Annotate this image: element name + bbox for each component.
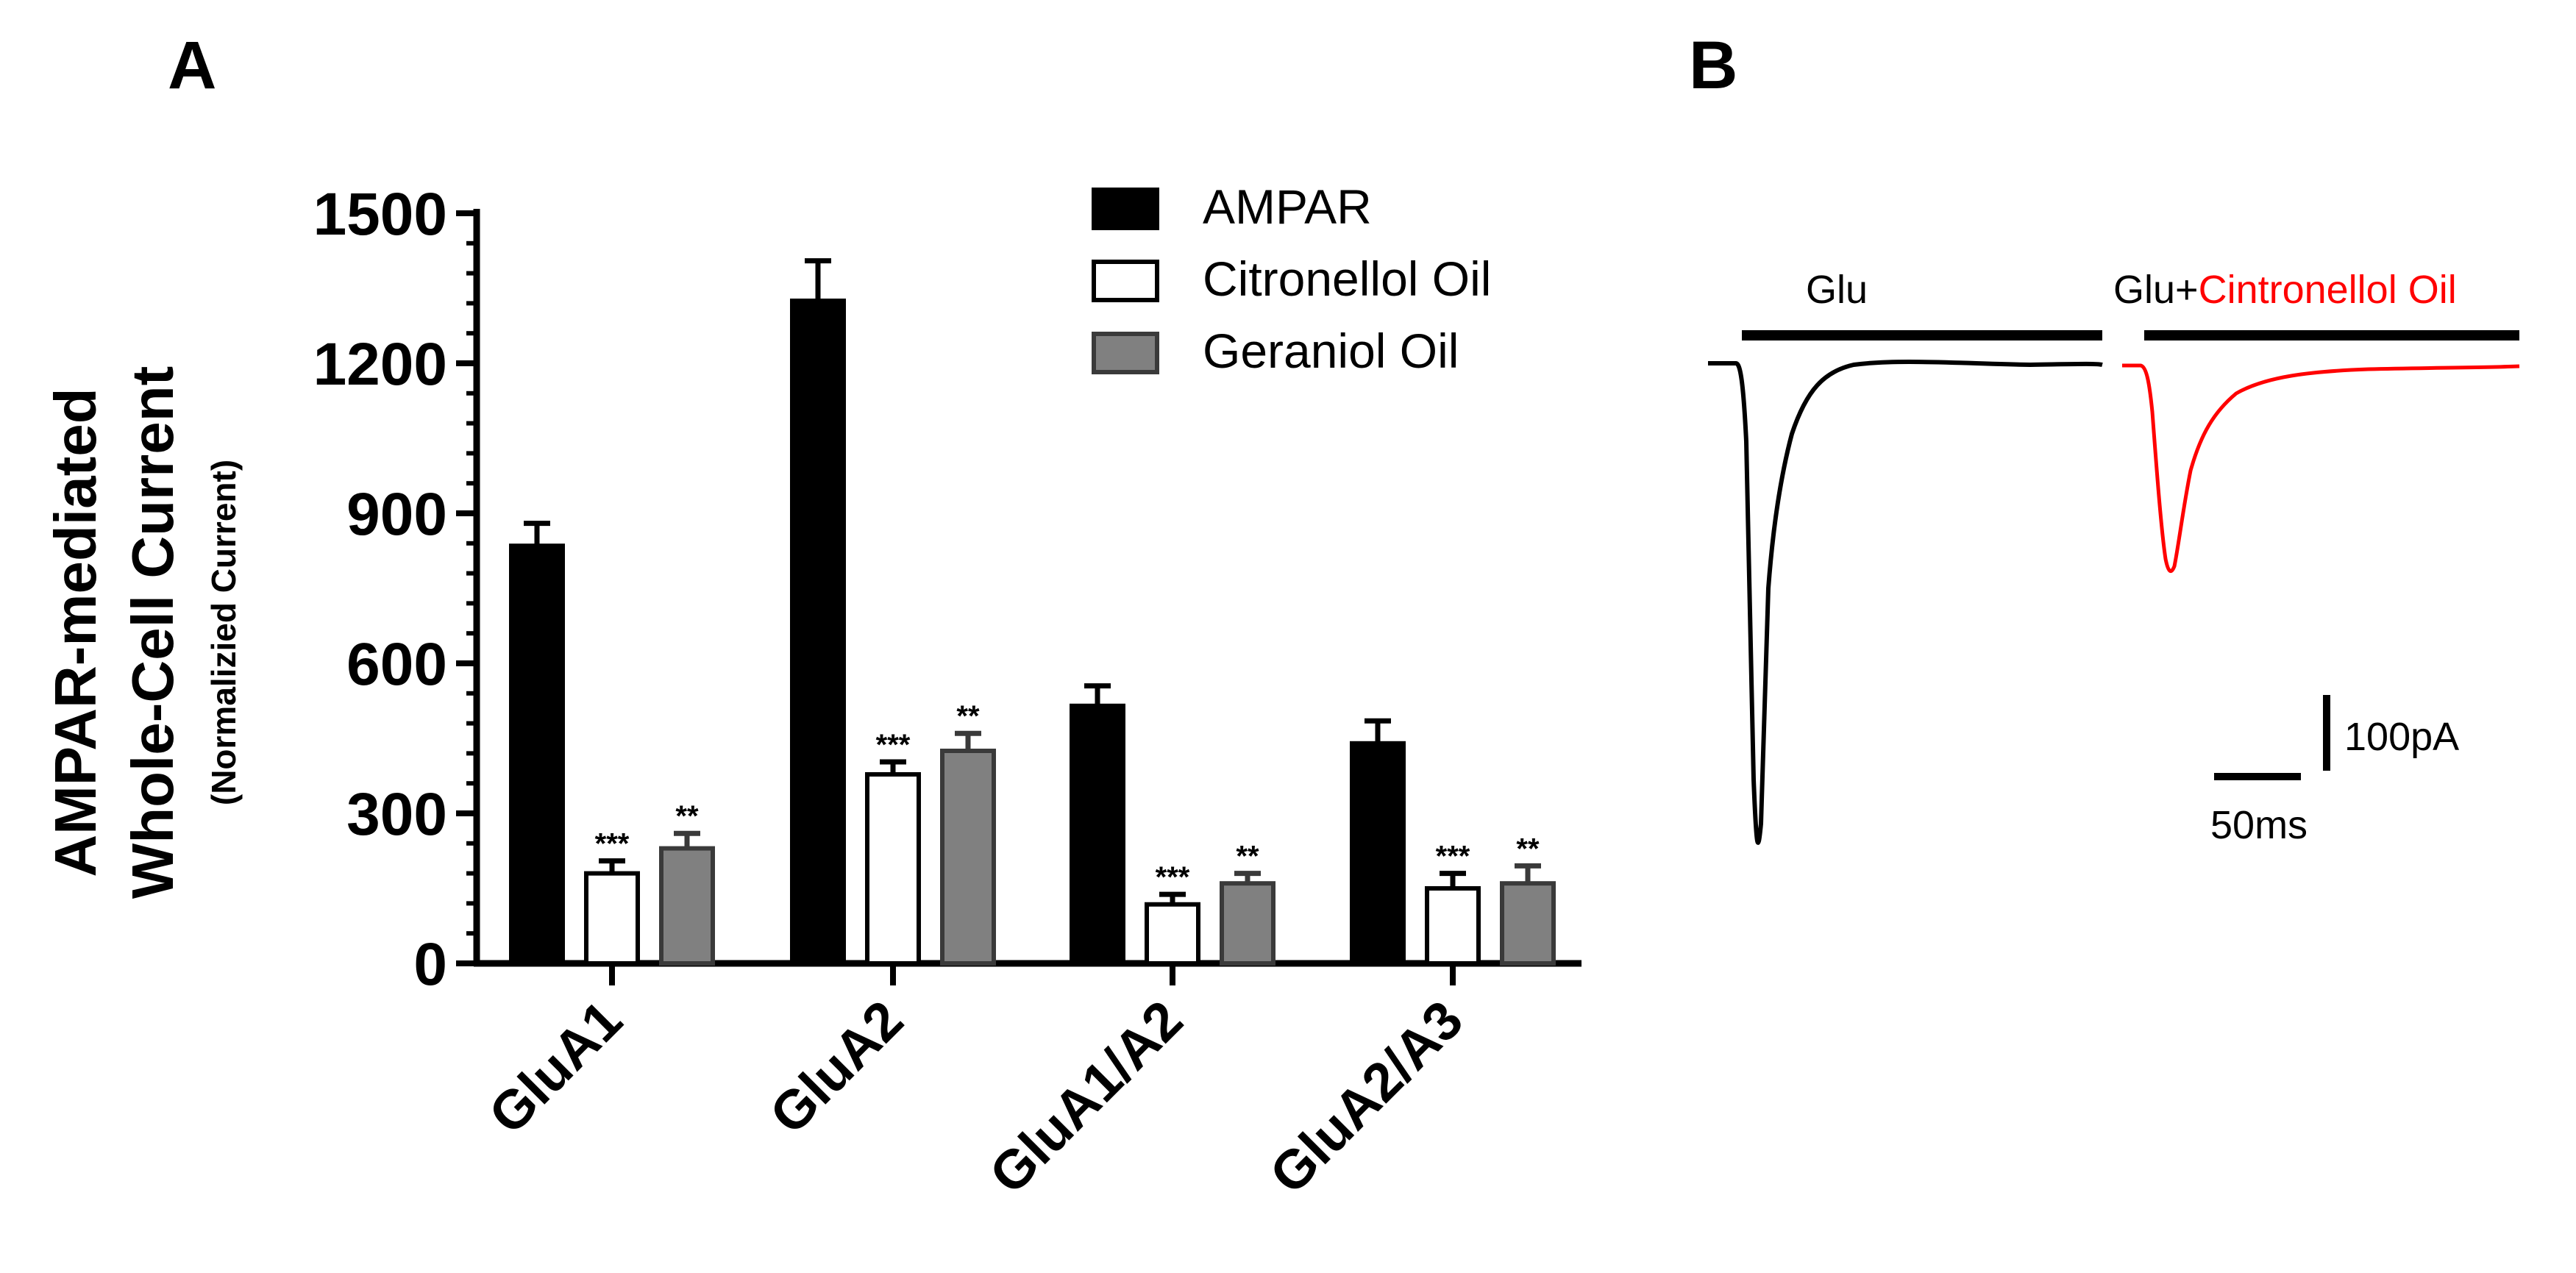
significance-label: ** xyxy=(1236,841,1259,873)
y-tick-label: 1500 xyxy=(313,181,447,248)
bar xyxy=(659,846,715,966)
x-category-label: GluA1 xyxy=(477,989,634,1146)
panel-label-b: B xyxy=(1689,28,1737,103)
y-tick-label: 1200 xyxy=(313,331,447,398)
legend-swatch xyxy=(1092,188,1159,230)
bar xyxy=(584,871,640,966)
y-axis-subtitle: (Normalizied Current) xyxy=(204,460,243,805)
significance-label: *** xyxy=(876,729,911,761)
legend: AMPAR Citronellol Oil Geraniol Oil xyxy=(1092,179,1491,378)
bar xyxy=(1350,741,1406,966)
control-trace-label: Glu xyxy=(1806,268,1868,312)
significance-label: ** xyxy=(956,700,980,732)
significance-label: ** xyxy=(675,800,699,832)
treated-current-trace xyxy=(2122,363,2520,574)
bar xyxy=(1425,886,1481,966)
legend-label: Geraniol Oil xyxy=(1203,324,1459,378)
y-tick-label: 600 xyxy=(346,631,447,698)
control-current-trace xyxy=(1708,359,2103,845)
legend-swatch xyxy=(1092,332,1159,374)
bar xyxy=(940,749,996,966)
bar xyxy=(1500,881,1556,966)
y-tick-label: 300 xyxy=(346,781,447,848)
bar xyxy=(509,543,565,966)
legend-label: AMPAR xyxy=(1203,179,1372,234)
bar xyxy=(1220,881,1275,966)
time-scale-label: 50ms xyxy=(2210,803,2308,847)
treated-trace-label-oil: Cintronellol Oil xyxy=(2199,268,2457,312)
treated-trace-label-prefix: Glu+ xyxy=(2113,268,2199,312)
panel-label-a: A xyxy=(168,28,216,103)
x-category-label: GluA1/A2 xyxy=(978,989,1194,1205)
legend-swatch xyxy=(1092,260,1159,302)
y-axis-title-line1: AMPAR-mediated xyxy=(43,388,108,877)
significance-label: *** xyxy=(595,828,630,860)
significance-label: *** xyxy=(1156,861,1190,894)
y-tick-label: 900 xyxy=(346,481,447,548)
bar xyxy=(1145,902,1200,966)
bar xyxy=(865,771,921,966)
significance-label: ** xyxy=(1516,832,1540,865)
x-category-label: GluA2/A3 xyxy=(1258,989,1474,1205)
significance-label: *** xyxy=(1436,841,1470,873)
y-tick-label: 0 xyxy=(413,931,447,998)
y-axis-title-line2: Whole-Cell Current xyxy=(120,366,185,899)
bar xyxy=(1070,703,1125,966)
treated-trace-label: Glu+Cintronellol Oil xyxy=(2113,268,2457,312)
current-traces-panel: Glu Glu+Cintronellol Oil 100pA 50ms xyxy=(1708,268,2520,847)
x-category-label: GluA2 xyxy=(758,989,915,1146)
bar xyxy=(790,299,846,966)
legend-label: Citronellol Oil xyxy=(1203,252,1491,306)
current-scale-label: 100pA xyxy=(2344,715,2459,759)
